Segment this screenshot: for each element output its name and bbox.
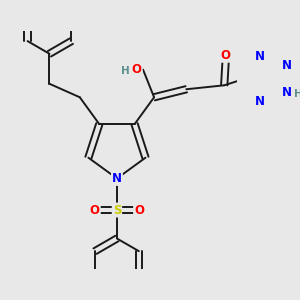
Text: S: S xyxy=(113,204,121,217)
Text: O: O xyxy=(221,49,231,62)
Text: N: N xyxy=(255,95,266,108)
Text: O: O xyxy=(132,63,142,76)
Text: N: N xyxy=(112,172,122,185)
Text: O: O xyxy=(90,204,100,217)
Text: N: N xyxy=(282,86,292,99)
Text: O: O xyxy=(134,204,144,217)
Text: N: N xyxy=(282,58,292,71)
Text: H: H xyxy=(121,66,130,76)
Text: H: H xyxy=(294,89,300,100)
Text: N: N xyxy=(255,50,266,63)
